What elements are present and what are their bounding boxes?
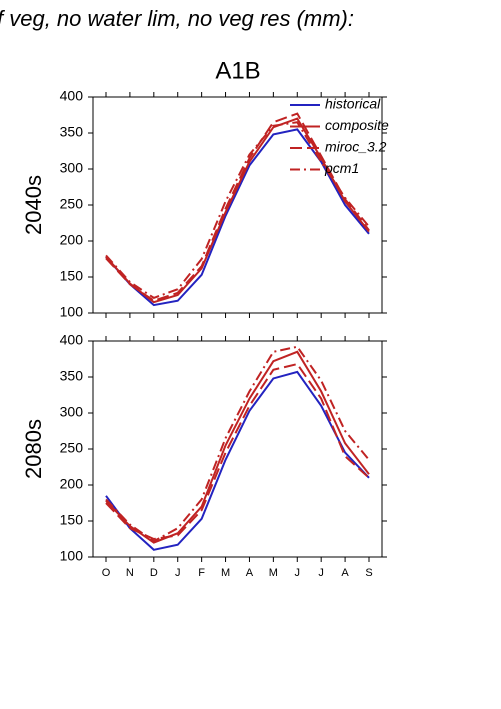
x-tick-label: D bbox=[150, 567, 158, 579]
data-line bbox=[105, 350, 370, 544]
x-tick-label: M bbox=[269, 567, 278, 579]
x-tick-label: J bbox=[318, 567, 324, 579]
data-line bbox=[105, 362, 370, 541]
y-axis-label: 2080s bbox=[21, 419, 46, 479]
x-tick-label: J bbox=[295, 567, 301, 579]
y-tick-label: 250 bbox=[60, 196, 84, 212]
y-tick-label: 400 bbox=[60, 332, 84, 348]
y-tick-label: 350 bbox=[60, 124, 84, 140]
y-tick-label: 100 bbox=[60, 304, 84, 320]
y-tick-label: 350 bbox=[60, 368, 84, 384]
x-tick-label: N bbox=[126, 567, 134, 579]
y-tick-label: 150 bbox=[60, 268, 84, 284]
scenario-title: A1B bbox=[215, 57, 260, 84]
x-tick-label: F bbox=[198, 567, 205, 579]
plot-frame bbox=[92, 340, 383, 558]
x-tick-label: J bbox=[175, 567, 181, 579]
y-tick-label: 300 bbox=[60, 160, 84, 176]
x-tick-label: S bbox=[365, 567, 372, 579]
y-tick-label: 200 bbox=[60, 476, 84, 492]
legend-label: composite bbox=[325, 117, 389, 133]
legend-label: pcm1 bbox=[324, 160, 359, 176]
y-tick-label: 400 bbox=[60, 88, 84, 104]
data-line bbox=[105, 370, 370, 551]
y-tick-label: 100 bbox=[60, 548, 84, 564]
legend-label: miroc_3.2 bbox=[325, 139, 387, 155]
y-tick-label: 300 bbox=[60, 404, 84, 420]
data-line bbox=[105, 112, 370, 302]
legend-label: historical bbox=[325, 96, 381, 112]
y-tick-label: 150 bbox=[60, 512, 84, 528]
y-tick-label: 250 bbox=[60, 440, 84, 456]
figure-title: f veg, no water lim, no veg res (mm): bbox=[0, 6, 354, 31]
y-tick-label: 200 bbox=[60, 232, 84, 248]
x-tick-label: A bbox=[246, 567, 254, 579]
x-tick-label: A bbox=[341, 567, 349, 579]
y-axis-label: 2040s bbox=[21, 175, 46, 235]
x-tick-label: M bbox=[221, 567, 230, 579]
x-tick-label: O bbox=[102, 567, 111, 579]
data-line bbox=[105, 128, 370, 307]
data-line bbox=[105, 345, 370, 543]
